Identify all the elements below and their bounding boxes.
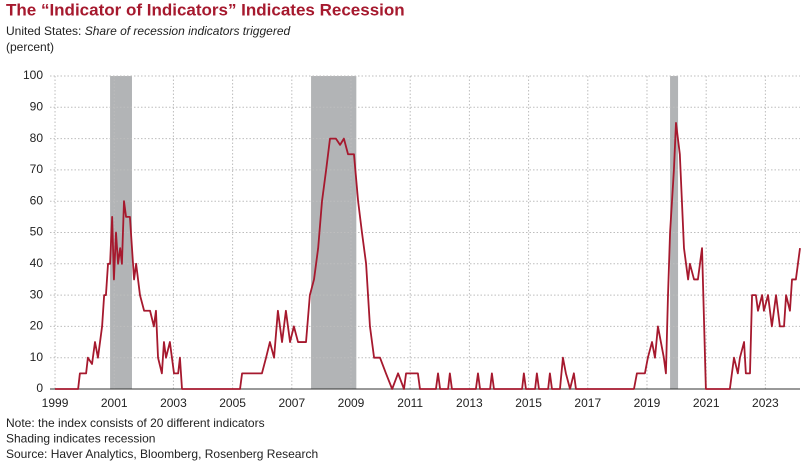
x-tick-label: 1999	[42, 396, 69, 410]
unit-label: (percent)	[6, 40, 54, 54]
x-tick-label: 2001	[101, 396, 128, 410]
x-tick-label: 2007	[278, 396, 305, 410]
x-tick-label: 2023	[752, 396, 779, 410]
x-tick-label: 2003	[160, 396, 187, 410]
x-tick-label: 2017	[574, 396, 601, 410]
y-tick-label: 10	[30, 350, 44, 364]
x-tick-label: 2015	[515, 396, 542, 410]
x-tick-label: 2013	[456, 396, 483, 410]
x-tick-label: 2005	[219, 396, 246, 410]
y-tick-label: 100	[23, 68, 43, 82]
data-line	[55, 122, 801, 390]
y-tick-label: 30	[30, 287, 44, 301]
y-tick-label: 60	[30, 193, 44, 207]
subtitle-prefix: United States:	[6, 24, 81, 38]
y-tick-label: 50	[30, 225, 44, 239]
x-tick-label: 2019	[634, 396, 661, 410]
chart-title: The “Indicator of Indicators” Indicates …	[6, 0, 405, 19]
note: Shading indicates recession	[6, 432, 155, 446]
x-tick-label: 2021	[693, 396, 720, 410]
subtitle: United States: Share of recession indica…	[6, 24, 290, 38]
y-tick-label: 70	[30, 162, 44, 176]
y-tick-label: 0	[36, 381, 43, 395]
y-tick-label: 90	[30, 99, 44, 113]
x-tick-label: 2009	[338, 396, 365, 410]
x-tick-label: 2011	[397, 396, 423, 410]
y-tick-label: 40	[30, 256, 44, 270]
note: Source: Haver Analytics, Bloomberg, Rose…	[6, 447, 318, 461]
note: Note: the index consists of 20 different…	[6, 416, 265, 430]
y-tick-label: 80	[30, 131, 44, 145]
y-tick-label: 20	[30, 319, 44, 333]
subtitle-text: Share of recession indicators triggered	[85, 24, 291, 38]
